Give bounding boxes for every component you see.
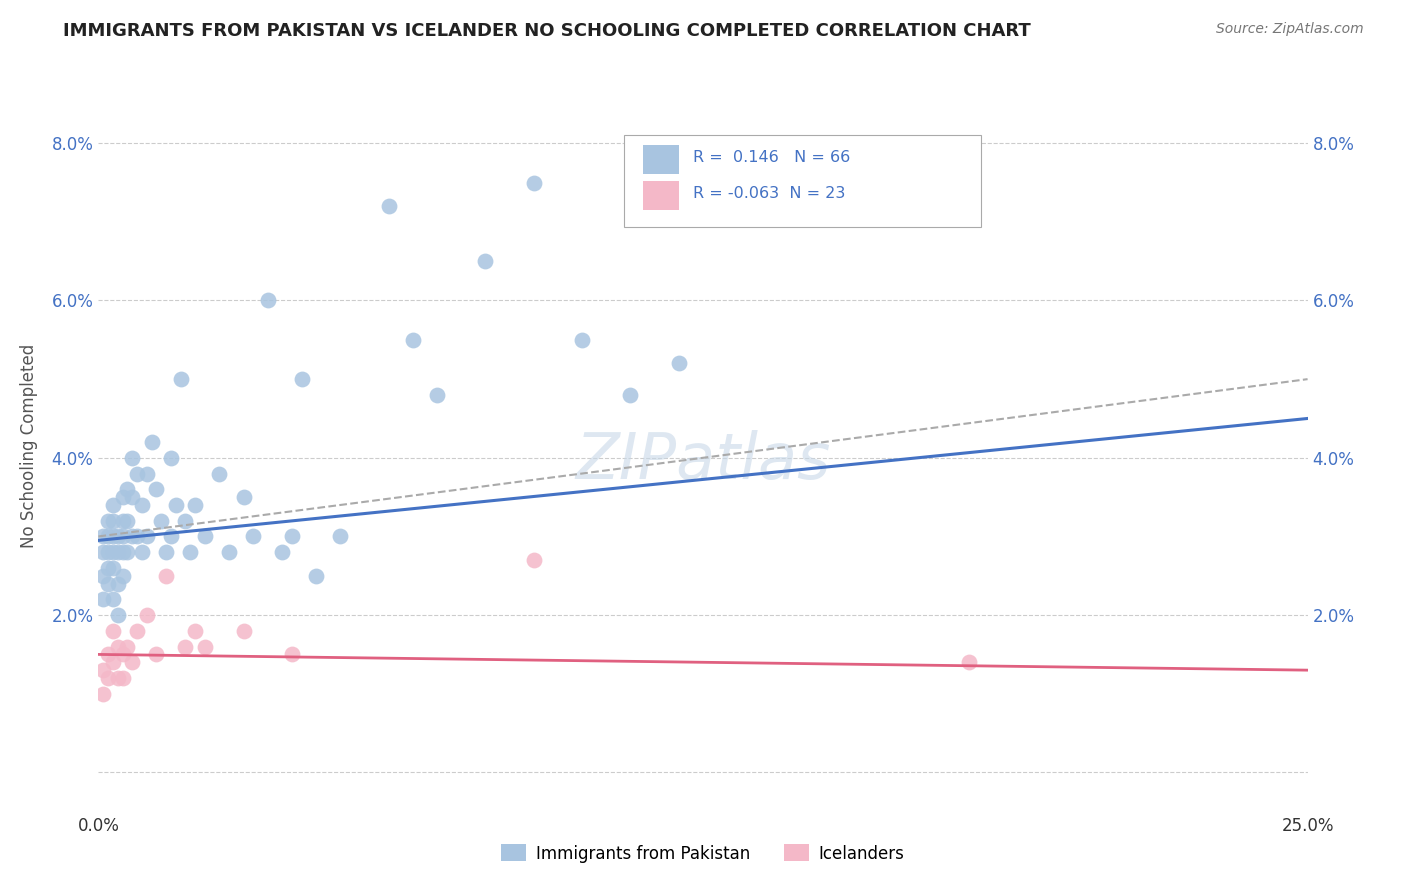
Point <box>155 568 177 582</box>
Point <box>165 498 187 512</box>
Point <box>232 490 254 504</box>
Point <box>117 482 139 496</box>
Point <box>523 176 546 190</box>
Point <box>111 671 134 685</box>
Point <box>91 545 114 559</box>
Point <box>111 514 134 528</box>
Point <box>271 545 294 559</box>
Point <box>117 514 139 528</box>
Point <box>117 640 139 654</box>
Point <box>218 545 240 559</box>
Point <box>131 545 153 559</box>
Point <box>97 514 120 528</box>
Point <box>194 640 217 654</box>
Text: Source: ZipAtlas.com: Source: ZipAtlas.com <box>1216 22 1364 37</box>
Point <box>145 648 167 662</box>
Point <box>107 640 129 654</box>
Point <box>101 545 124 559</box>
Point <box>107 529 129 543</box>
Point <box>179 545 201 559</box>
Point <box>121 529 143 543</box>
Point <box>329 529 352 543</box>
Point <box>91 529 114 543</box>
Point <box>111 545 134 559</box>
Point <box>127 624 149 638</box>
Text: IMMIGRANTS FROM PAKISTAN VS ICELANDER NO SCHOOLING COMPLETED CORRELATION CHART: IMMIGRANTS FROM PAKISTAN VS ICELANDER NO… <box>63 22 1031 40</box>
Point <box>127 467 149 481</box>
Point <box>150 514 173 528</box>
Point <box>256 293 278 308</box>
Point <box>97 545 120 559</box>
Point <box>97 576 120 591</box>
Point <box>160 529 183 543</box>
Point <box>101 592 124 607</box>
Point <box>141 435 163 450</box>
Point <box>97 529 120 543</box>
Point <box>135 529 157 543</box>
Point <box>184 624 207 638</box>
Point <box>377 199 399 213</box>
Point <box>474 254 496 268</box>
Point <box>208 467 231 481</box>
Point <box>184 498 207 512</box>
Point <box>194 529 217 543</box>
Point <box>101 655 124 669</box>
Point <box>107 545 129 559</box>
Point <box>101 498 124 512</box>
Point <box>305 568 328 582</box>
Text: R =  0.146   N = 66: R = 0.146 N = 66 <box>693 150 851 165</box>
Point <box>571 333 593 347</box>
FancyBboxPatch shape <box>624 135 981 227</box>
Point <box>111 490 134 504</box>
Point <box>668 356 690 370</box>
Point <box>523 553 546 567</box>
Point <box>281 529 304 543</box>
Point <box>91 592 114 607</box>
Point <box>111 648 134 662</box>
Point <box>957 655 980 669</box>
Point <box>111 529 134 543</box>
Point <box>160 450 183 465</box>
Point <box>619 388 641 402</box>
FancyBboxPatch shape <box>643 181 679 211</box>
Point <box>232 624 254 638</box>
Point <box>101 514 124 528</box>
Point <box>91 687 114 701</box>
Point <box>242 529 264 543</box>
Point <box>426 388 449 402</box>
Legend: Immigrants from Pakistan, Icelanders: Immigrants from Pakistan, Icelanders <box>495 838 911 869</box>
Point <box>111 568 134 582</box>
Point <box>290 372 312 386</box>
Point <box>101 529 124 543</box>
Point <box>281 648 304 662</box>
Point <box>131 498 153 512</box>
Point <box>107 671 129 685</box>
Point <box>91 663 114 677</box>
Point <box>97 648 120 662</box>
Point <box>107 576 129 591</box>
Point <box>97 671 120 685</box>
Point <box>145 482 167 496</box>
Y-axis label: No Schooling Completed: No Schooling Completed <box>20 344 38 548</box>
Point <box>174 514 197 528</box>
Point <box>121 450 143 465</box>
Point <box>169 372 191 386</box>
Text: ZIPatlas: ZIPatlas <box>575 430 831 491</box>
Point <box>117 545 139 559</box>
Point <box>107 608 129 623</box>
Point <box>101 624 124 638</box>
Point <box>91 568 114 582</box>
Point <box>402 333 425 347</box>
FancyBboxPatch shape <box>643 145 679 174</box>
Point <box>155 545 177 559</box>
Text: R = -0.063  N = 23: R = -0.063 N = 23 <box>693 186 845 202</box>
Point <box>135 467 157 481</box>
Point <box>121 655 143 669</box>
Point <box>121 490 143 504</box>
Point <box>174 640 197 654</box>
Point <box>97 561 120 575</box>
Point <box>101 561 124 575</box>
Point <box>135 608 157 623</box>
Point <box>127 529 149 543</box>
